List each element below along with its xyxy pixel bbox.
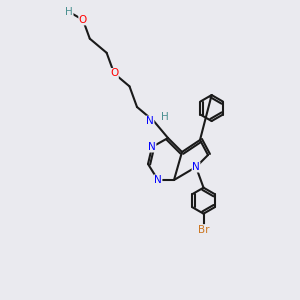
Text: H: H bbox=[161, 112, 169, 122]
Text: O: O bbox=[110, 68, 118, 79]
Text: N: N bbox=[154, 175, 162, 185]
Text: N: N bbox=[192, 162, 200, 172]
Text: N: N bbox=[148, 142, 156, 152]
Text: Br: Br bbox=[198, 225, 209, 235]
Text: O: O bbox=[79, 15, 87, 25]
Text: H: H bbox=[65, 7, 73, 17]
Text: N: N bbox=[146, 116, 154, 126]
